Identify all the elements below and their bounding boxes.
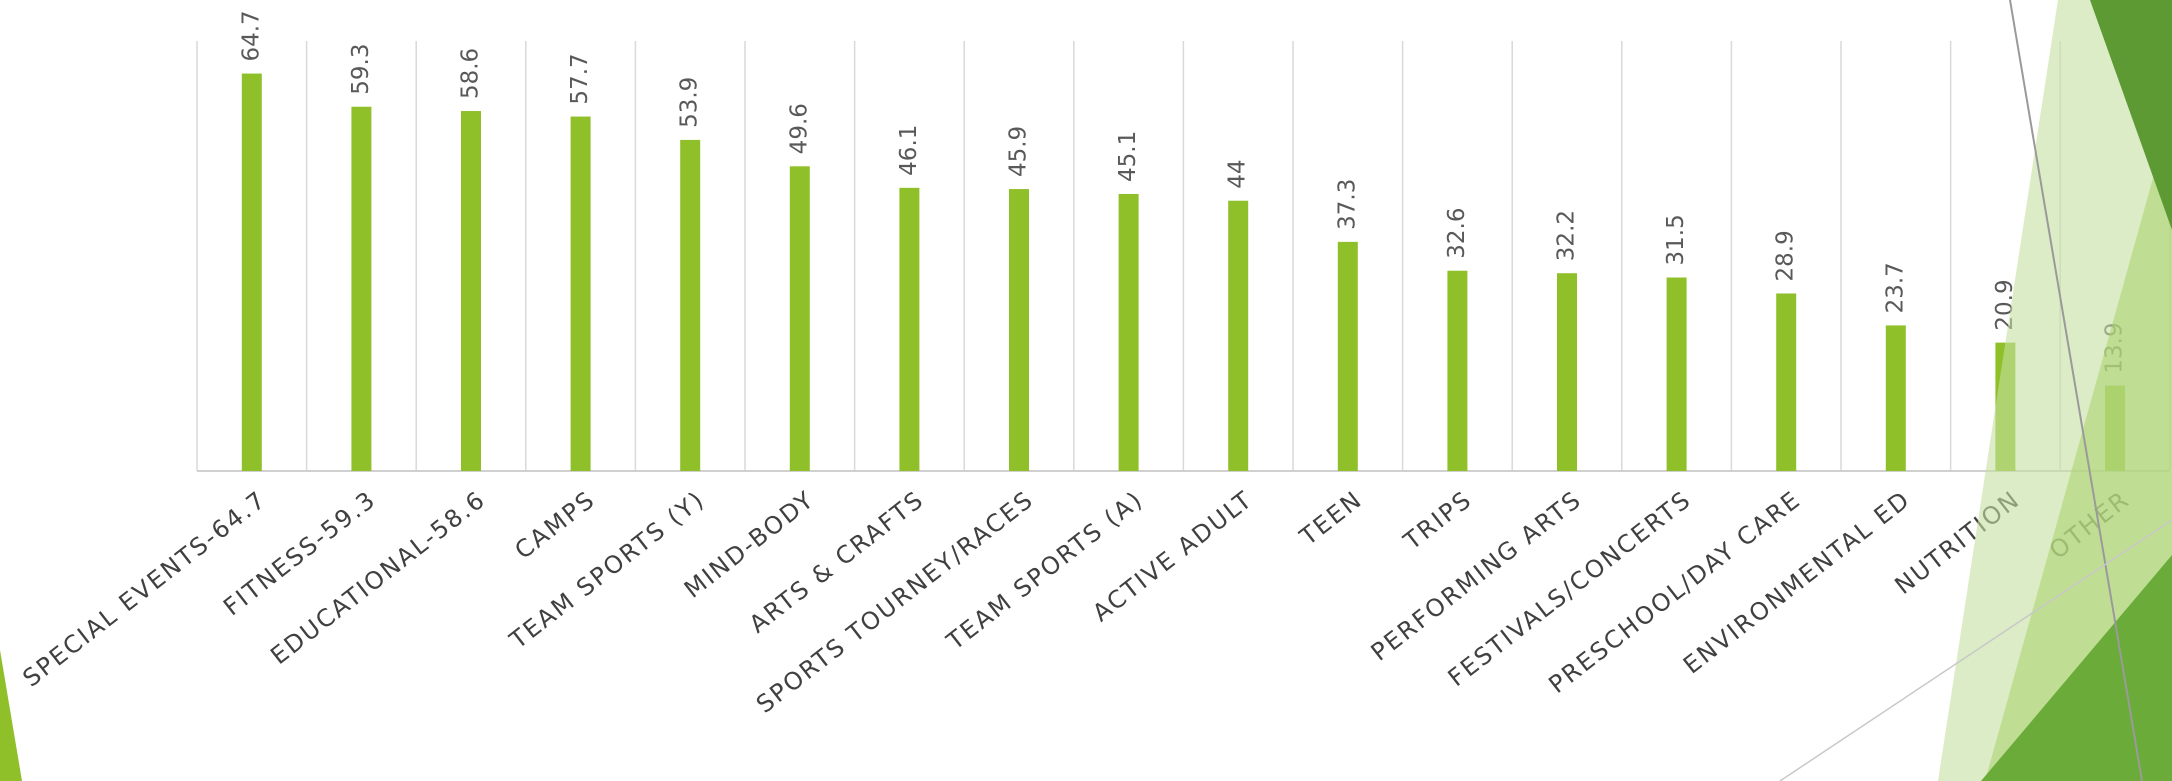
- x-tick-label: TRIPS: [1398, 485, 1478, 556]
- value-label: 46.1: [896, 125, 922, 176]
- bar: [1995, 342, 2016, 471]
- x-tick-label: EDUCATIONAL-58.6: [265, 485, 491, 670]
- value-label: 58.6: [458, 48, 484, 99]
- bar: [1557, 273, 1577, 471]
- bar: [1776, 293, 1797, 471]
- value-label: 32.2: [1554, 210, 1580, 261]
- x-tick-label: OTHER: [2044, 485, 2135, 565]
- value-label: 28.9: [1773, 230, 1799, 281]
- value-label: 32.6: [1444, 208, 1470, 259]
- bar: [1337, 241, 1358, 471]
- value-label: 31.5: [1663, 214, 1689, 265]
- bar: [1009, 189, 1029, 472]
- bar: [1885, 325, 1906, 471]
- value-label: 13.9: [2102, 322, 2128, 373]
- bar: [2105, 385, 2125, 471]
- value-label: 59.3: [348, 44, 374, 95]
- bar: [1228, 200, 1249, 471]
- value-label: 20.9: [1992, 279, 2018, 330]
- bar: [570, 116, 591, 472]
- x-tick-label: TEAM SPORTS (A): [941, 485, 1149, 656]
- bar: [461, 111, 481, 472]
- value-label: 49.6: [786, 103, 812, 154]
- value-label: 23.7: [1882, 262, 1908, 313]
- bar: [1447, 270, 1468, 471]
- value-label: 44: [1225, 159, 1251, 188]
- value-label: 37.3: [1334, 179, 1360, 230]
- value-label: 57.7: [567, 53, 593, 104]
- x-tick-label: PERFORMING ARTS: [1366, 485, 1587, 666]
- bar: [680, 139, 701, 471]
- value-label: 45.1: [1115, 131, 1141, 182]
- bar: [899, 187, 920, 472]
- x-tick-label: TEEN: [1294, 485, 1368, 551]
- bar: [789, 166, 810, 472]
- x-tick-label: TEAM SPORTS (Y): [504, 485, 710, 655]
- bar: [1118, 193, 1139, 471]
- value-label: 53.9: [677, 77, 703, 128]
- value-label: 64.7: [238, 10, 264, 61]
- value-label: 45.9: [1006, 126, 1032, 177]
- bar: [351, 106, 372, 471]
- bar: [241, 73, 262, 472]
- bar: [1666, 277, 1687, 471]
- x-tick-label: CAMPS: [510, 485, 601, 565]
